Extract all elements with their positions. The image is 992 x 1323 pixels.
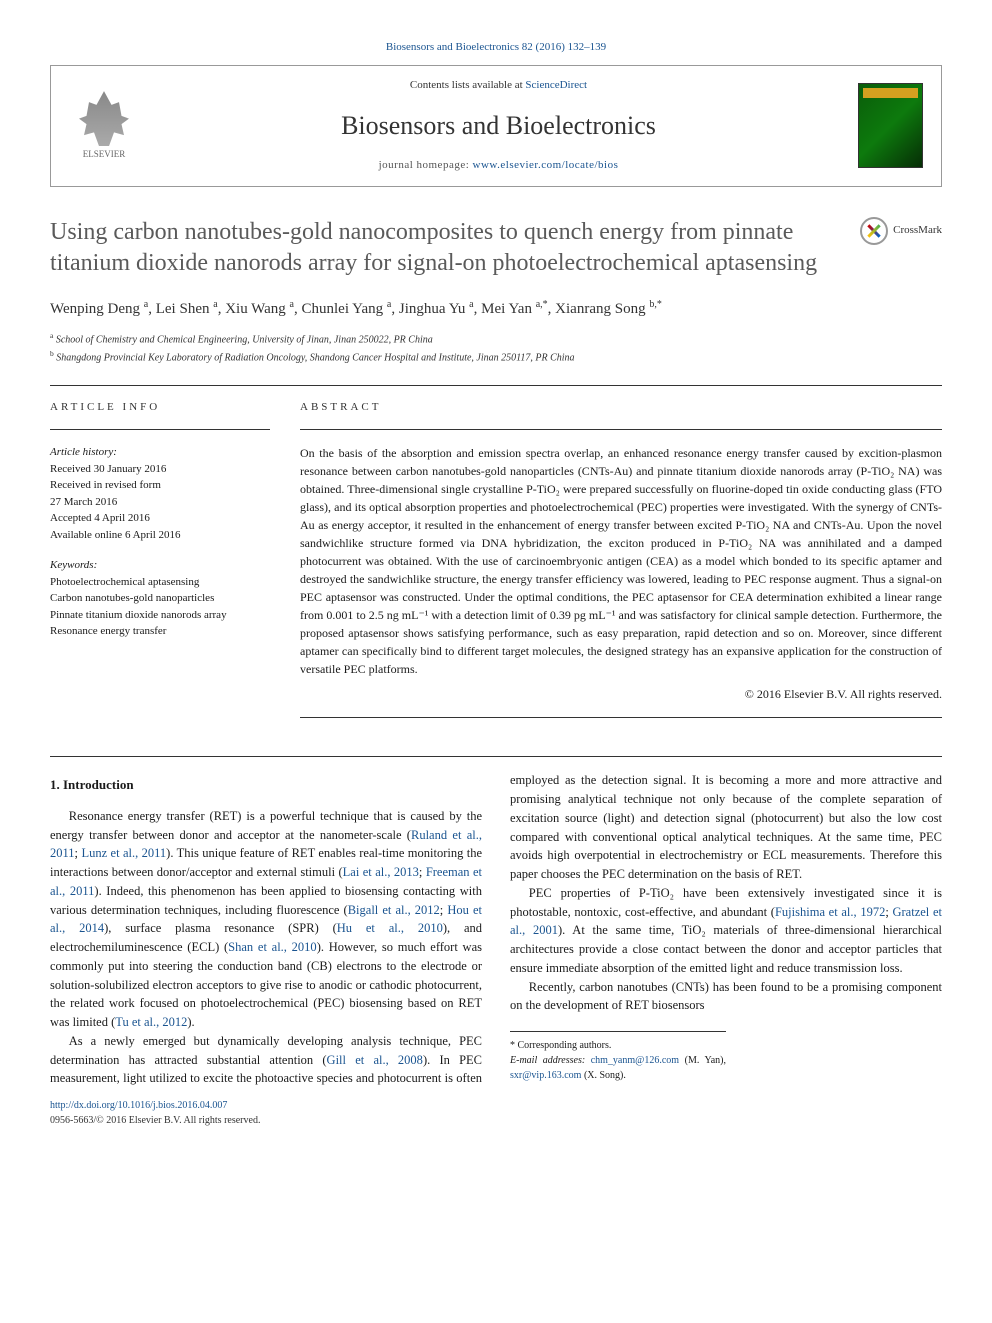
email-link[interactable]: sxr@vip.163.com [510,1070,581,1081]
history-line: 27 March 2016 [50,494,270,511]
article-history-block: Article history: Received 30 January 201… [50,444,270,543]
email-line: E-mail addresses: chm_yanm@126.com (M. Y… [510,1053,726,1083]
keyword-line: Photoelectrochemical aptasensing [50,574,270,591]
crossmark-badge[interactable]: CrossMark [860,217,942,245]
section-heading-introduction: 1. Introduction [50,775,482,795]
sciencedirect-link[interactable]: ScienceDirect [525,79,587,91]
footnotes: * Corresponding authors. E-mail addresse… [510,1031,726,1083]
journal-header: ELSEVIER Contents lists available at Sci… [50,65,942,186]
section-divider [50,385,942,386]
abstract-text: On the basis of the absorption and emiss… [300,444,942,678]
history-line: Available online 6 April 2016 [50,527,270,544]
crossmark-label: CrossMark [893,223,942,238]
issn-copyright-line: 0956-5663/© 2016 Elsevier B.V. All right… [50,1115,260,1126]
article-info-column: ARTICLE INFO Article history: Received 3… [50,400,270,732]
doi-block: http://dx.doi.org/10.1016/j.bios.2016.04… [50,1098,942,1128]
email-label: E-mail addresses: [510,1055,591,1066]
abstract-copyright: © 2016 Elsevier B.V. All rights reserved… [300,686,942,703]
body-text: 1. Introduction Resonance energy transfe… [50,771,942,1088]
keywords-block: Keywords: Photoelectrochemical aptasensi… [50,557,270,640]
keyword-line: Carbon nanotubes-gold nanoparticles [50,590,270,607]
body-paragraph: PEC properties of P-TiO₂ have been exten… [510,884,942,978]
journal-cover-thumbnail [858,83,923,168]
elsevier-tree-icon [79,91,129,146]
author-list: Wenping Deng a, Lei Shen a, Xiu Wang a, … [50,297,942,321]
publisher-name: ELSEVIER [83,148,126,161]
abstract-column: ABSTRACT On the basis of the absorption … [300,400,942,732]
journal-reference: Biosensors and Bioelectronics 82 (2016) … [50,40,942,55]
journal-homepage-line: journal homepage: www.elsevier.com/locat… [139,158,858,173]
body-divider [50,756,942,757]
contents-prefix: Contents lists available at [410,79,525,91]
info-divider [50,429,270,430]
abstract-divider-top [300,429,942,430]
doi-link[interactable]: http://dx.doi.org/10.1016/j.bios.2016.04… [50,1100,227,1111]
abstract-divider-bottom [300,717,942,718]
body-paragraph: Resonance energy transfer (RET) is a pow… [50,807,482,1032]
corresponding-authors-label: * Corresponding authors. [510,1038,726,1053]
homepage-link[interactable]: www.elsevier.com/locate/bios [473,159,619,171]
article-title: Using carbon nanotubes-gold nanocomposit… [50,217,840,279]
elsevier-logo: ELSEVIER [69,86,139,166]
abstract-label: ABSTRACT [300,400,942,415]
article-info-label: ARTICLE INFO [50,400,270,415]
contents-available-line: Contents lists available at ScienceDirec… [139,78,858,93]
history-line: Received 30 January 2016 [50,461,270,478]
history-line: Accepted 4 April 2016 [50,510,270,527]
keyword-line: Pinnate titanium dioxide nanorods array [50,607,270,624]
keywords-heading: Keywords: [50,557,270,574]
affiliations: a School of Chemistry and Chemical Engin… [50,330,942,365]
keyword-line: Resonance energy transfer [50,623,270,640]
history-heading: Article history: [50,444,270,461]
body-paragraph: Recently, carbon nanotubes (CNTs) has be… [510,978,942,1016]
email-link[interactable]: chm_yanm@126.com [591,1055,679,1066]
journal-name: Biosensors and Bioelectronics [139,108,858,144]
history-line: Received in revised form [50,477,270,494]
crossmark-icon [860,217,888,245]
homepage-prefix: journal homepage: [379,159,473,171]
